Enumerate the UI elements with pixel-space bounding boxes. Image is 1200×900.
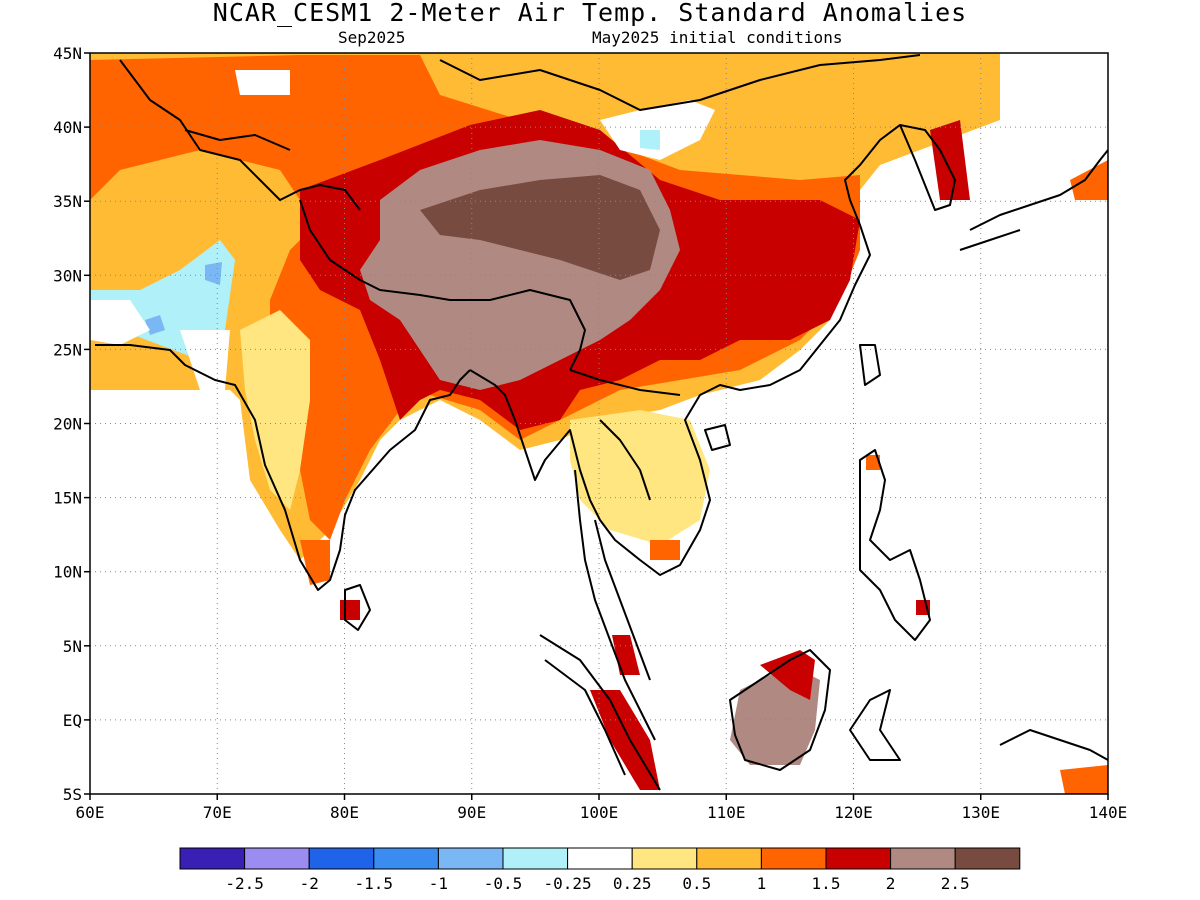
colorbar-label: 0.25 xyxy=(613,874,652,893)
forecast-month: Sep2025 xyxy=(338,28,406,47)
y-tick-label: 25N xyxy=(53,340,82,359)
colorbar-swatch xyxy=(954,847,1021,870)
colorbar-label: -2 xyxy=(300,874,319,893)
colorbar-swatch xyxy=(244,847,310,870)
colorbar-swatch xyxy=(308,847,375,870)
y-tick-label: 10N xyxy=(53,563,82,582)
y-tick-label: 15N xyxy=(53,489,82,508)
map-title: NCAR_CESM1 2-Meter Air Temp. Standard An… xyxy=(212,0,968,27)
y-tick-label: 45N xyxy=(53,44,82,63)
x-tick-label: 120E xyxy=(834,803,873,822)
colorbar-label: -0.25 xyxy=(544,874,592,893)
colorbar-swatch xyxy=(890,847,956,870)
colorbar-label: 2 xyxy=(886,874,896,893)
colorbar-label: -1 xyxy=(429,874,448,893)
colorbar: -2.5 -2 -1.5 -1 -0.5 -0.25 0.25 0.5 1 1.5 2 2.5 xyxy=(179,847,1021,893)
y-tick-label: 5S xyxy=(63,785,82,804)
y-tick-label: EQ xyxy=(63,711,82,730)
x-tick-label: 100E xyxy=(580,803,619,822)
coastlines-borders xyxy=(95,54,1108,791)
y-tick-label: 35N xyxy=(53,192,82,211)
y-tick-label: 40N xyxy=(53,118,82,137)
colorbar-swatch xyxy=(502,847,569,870)
colorbar-swatch xyxy=(373,847,439,870)
x-tick-label: 80E xyxy=(330,803,359,822)
x-tick-label: 60E xyxy=(76,803,105,822)
y-tick-label: 30N xyxy=(53,266,82,285)
colorbar-swatch xyxy=(825,847,892,870)
colorbar-label: 1.5 xyxy=(812,874,841,893)
x-tick-label: 130E xyxy=(961,803,1000,822)
axis-ticks: 60E 70E 80E 90E 100E 110E 120E 130E 140E 45N 40N 35… xyxy=(53,44,1127,822)
colorbar-label: -1.5 xyxy=(355,874,394,893)
colorbar-swatch xyxy=(631,847,698,870)
colorbar-swatch xyxy=(437,847,504,870)
y-tick-label: 5N xyxy=(63,637,82,656)
colorbar-swatch xyxy=(179,847,246,870)
colorbar-swatch xyxy=(760,847,827,870)
colorbar-label: 1 xyxy=(757,874,767,893)
anomaly-fill-layer xyxy=(90,53,1108,794)
x-tick-label: 70E xyxy=(203,803,232,822)
y-tick-label: 20N xyxy=(53,415,82,434)
colorbar-label: -2.5 xyxy=(225,874,264,893)
grid-lines xyxy=(90,53,1108,794)
initial-conditions: May2025 initial conditions xyxy=(592,28,843,47)
colorbar-swatch xyxy=(567,847,633,870)
x-tick-label: 140E xyxy=(1089,803,1128,822)
x-tick-label: 110E xyxy=(707,803,746,822)
colorbar-swatch xyxy=(696,847,762,870)
colorbar-label: -0.5 xyxy=(484,874,523,893)
colorbar-label: 2.5 xyxy=(941,874,970,893)
colorbar-label: 0.5 xyxy=(682,874,711,893)
x-tick-label: 90E xyxy=(457,803,486,822)
